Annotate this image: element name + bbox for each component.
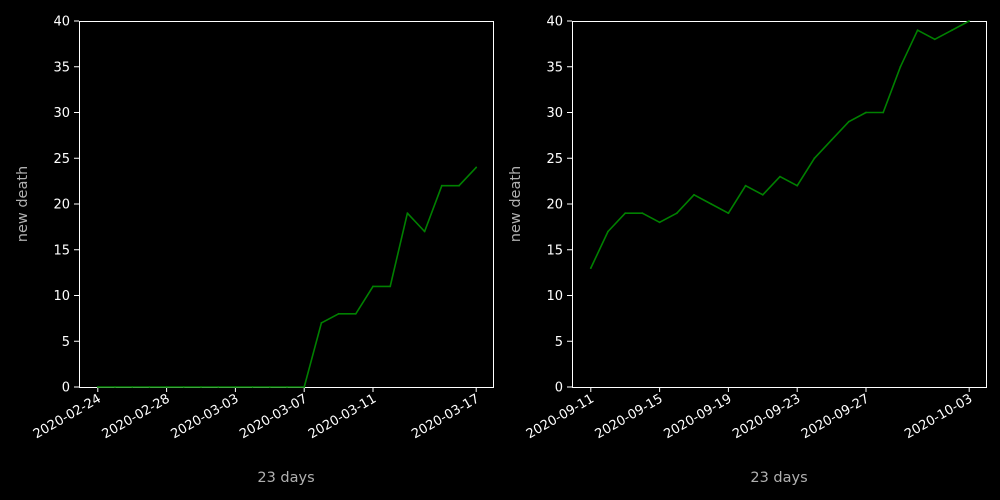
chart-2-data-point	[847, 120, 850, 123]
chart-1-data-point	[286, 386, 288, 388]
chart-1-data-point	[320, 322, 323, 324]
chart-2-data-point	[693, 193, 695, 196]
chart-1-data-point	[337, 312, 340, 315]
chart-2-data-point	[899, 65, 902, 68]
chart-1-data-point	[354, 312, 357, 315]
chart-2-ytick-label: 40	[546, 15, 563, 30]
chart-2-data-point	[658, 221, 661, 224]
chart-2-data-point	[589, 267, 592, 269]
chart-2-ytick-label: 20	[546, 198, 563, 213]
chart-1-data-point	[372, 285, 374, 288]
chart-2-ytick-label: 5	[555, 335, 563, 350]
chart-1-data-point	[251, 386, 254, 388]
chart-1-ytick-label: 5	[62, 335, 70, 350]
chart-1-data-point	[182, 386, 185, 388]
chart-2-ytick-label: 10	[546, 289, 563, 304]
chart-2-series-line	[590, 20, 970, 269]
chart-1-data-point	[475, 166, 478, 169]
chart-2-xtick-label: 2020-10-03	[902, 391, 975, 442]
chart-1-data-point	[200, 386, 202, 388]
chart-1-xtick-label: 2020-02-24	[31, 391, 104, 442]
chart-2-plot-frame	[572, 21, 987, 388]
chart-2-data-point	[916, 29, 919, 32]
chart-1-data-point	[96, 386, 99, 388]
chart-1-xtick-label: 2020-03-03	[168, 391, 241, 442]
chart-2-data-point	[607, 230, 609, 233]
chart-1-data-point	[440, 184, 443, 187]
chart-1-ytick-label: 25	[53, 152, 70, 167]
chart-2-xtick-label: 2020-09-27	[799, 391, 872, 442]
chart-2-data-point	[882, 111, 885, 114]
chart-1-ytick-label: 10	[53, 289, 70, 304]
chart-1-ytick-label: 35	[53, 60, 70, 75]
chart-2-data-point	[779, 175, 781, 178]
chart-2-data-point	[951, 29, 953, 32]
chart-2-xtick-label: 2020-09-11	[524, 391, 597, 442]
chart-1-ytick-label: 30	[53, 106, 70, 121]
chart-2-data-point	[813, 157, 816, 160]
chart-1-xtick-label: 2020-02-28	[100, 391, 173, 442]
chart-1-data-point	[131, 386, 134, 388]
chart-2-xtick-label: 2020-09-15	[593, 391, 666, 442]
chart-1-data-point	[389, 285, 392, 288]
chart-2-data-point	[624, 212, 627, 215]
chart-1-data-point	[268, 386, 271, 388]
chart-2-ytick-label: 35	[546, 60, 563, 75]
chart-2-data-point	[710, 203, 713, 205]
chart-2-ytick-label: 15	[546, 243, 563, 258]
chart-2-ytick-label: 0	[555, 381, 563, 396]
chart-2-data-point	[865, 111, 867, 114]
chart-2-data-point	[641, 212, 644, 215]
chart-1-series-line	[97, 166, 477, 388]
chart-2-xtick-label: 2020-09-19	[661, 391, 734, 442]
chart-2-data-point	[727, 212, 730, 215]
chart-1-ytick-label: 15	[53, 243, 70, 258]
chart-1-xtick-label: 2020-03-17	[409, 391, 482, 442]
chart-1-xtick-label: 2020-03-11	[306, 391, 379, 442]
chart-2-ytick-label: 25	[546, 152, 563, 167]
chart-1-data-point	[114, 386, 116, 388]
chart-2-ytick-label: 30	[546, 106, 563, 121]
chart-2-xaxis-label: 23 days	[750, 470, 807, 486]
chart-1-data-point	[458, 184, 460, 187]
chart-1-data-point	[148, 386, 151, 388]
chart-1-ytick-label: 20	[53, 198, 70, 213]
chart-2-data-point	[933, 38, 936, 41]
chart-2-xtick-label: 2020-09-23	[730, 391, 803, 442]
chart-1-data-point	[423, 230, 426, 233]
chart-1-data-point	[234, 386, 237, 388]
chart-2-data-point	[744, 184, 747, 187]
chart-1-data-point	[217, 386, 220, 388]
chart-1-data-point	[303, 386, 306, 388]
chart-1-yaxis-label: new death	[15, 166, 31, 242]
chart-1-data-point	[406, 212, 409, 215]
chart-2-data-point	[761, 193, 764, 196]
chart-1-xaxis-label: 23 days	[257, 470, 314, 486]
chart-2-yaxis-label: new death	[508, 166, 524, 242]
chart-1-plot-frame	[79, 21, 494, 388]
chart-1-ytick-label: 0	[62, 381, 70, 396]
chart-2-data-point	[675, 212, 678, 215]
chart-2-data-point	[796, 184, 799, 187]
chart-1-data-point	[165, 386, 168, 388]
chart-1-xtick-label: 2020-03-07	[237, 391, 310, 442]
chart-2-data-point	[968, 20, 971, 22]
chart-2-data-point	[830, 139, 833, 141]
chart-1-ytick-label: 40	[53, 15, 70, 30]
